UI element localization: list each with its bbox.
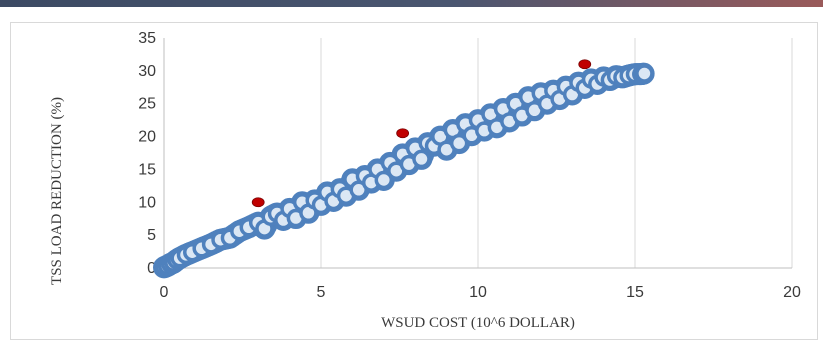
y-tick-label: 20 xyxy=(138,129,156,146)
series-points xyxy=(154,64,654,277)
axes xyxy=(163,38,792,269)
y-tick-label: 10 xyxy=(138,194,156,211)
x-tick-label: 0 xyxy=(160,284,169,301)
y-tick-label: 30 xyxy=(138,63,156,80)
data-point xyxy=(449,133,469,153)
scatter-chart: 0 5 10 15 20 0 5 10 15 20 25 30 35 WSUD COST (10^6 … xyxy=(49,30,801,331)
x-tick-label: 20 xyxy=(783,284,801,301)
x-tick-label: 5 xyxy=(317,284,326,301)
y-tick-label: 15 xyxy=(138,161,156,178)
y-tick-label: 25 xyxy=(138,96,156,113)
y-tick-label: 35 xyxy=(138,30,156,47)
data-point xyxy=(412,149,431,169)
data-point xyxy=(374,170,394,190)
x-axis-title: WSUD COST (10^6 DOLLAR) xyxy=(381,315,575,331)
x-tick-label: 10 xyxy=(469,284,487,301)
data-point xyxy=(635,64,654,83)
y-tick-labels: 0 5 10 15 20 25 30 35 xyxy=(138,30,156,277)
chart-frame: 0 5 10 15 20 0 5 10 15 20 25 30 35 WSUD COST (10^6 … xyxy=(10,22,818,340)
top-accent-band xyxy=(0,0,823,7)
x-tick-label: 15 xyxy=(626,284,644,301)
highlight-point xyxy=(251,197,265,208)
highlight-point xyxy=(578,59,592,70)
highlight-points xyxy=(251,59,592,208)
highlight-point xyxy=(396,128,410,139)
y-tick-label: 0 xyxy=(147,260,156,277)
y-axis-title: TSS LOAD REDUCTION (%) xyxy=(49,97,65,285)
y-tick-label: 5 xyxy=(147,227,156,244)
x-tick-labels: 0 5 10 15 20 xyxy=(160,284,801,301)
